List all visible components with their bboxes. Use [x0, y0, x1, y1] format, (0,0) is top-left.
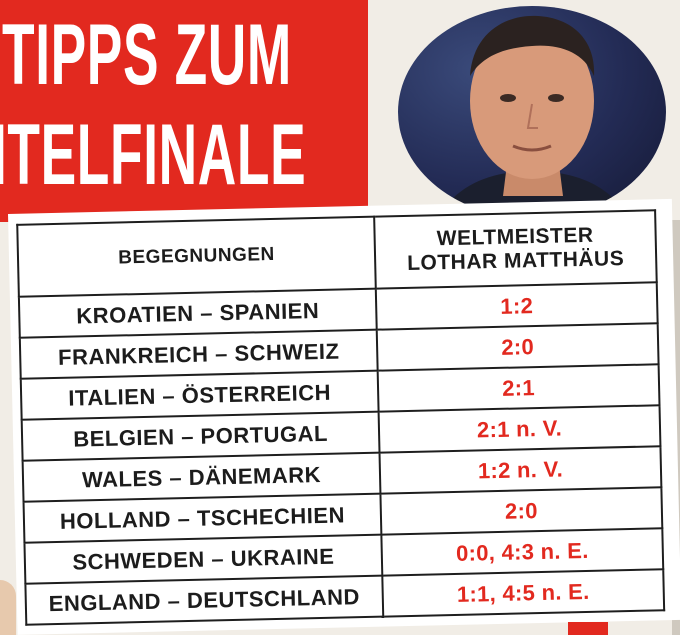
- tip-cell: 1:2: [375, 282, 658, 330]
- portrait-photo: [398, 6, 666, 218]
- tips-table-card: BEGEGNUNGEN WELTMEISTER LOTHAR MATTHÄUS …: [8, 198, 680, 635]
- tip-cell: 2:1: [377, 364, 660, 412]
- headline-banner: TIPPS ZUM ITELFINALE: [0, 0, 368, 222]
- person-portrait-image: [438, 15, 628, 218]
- tipster-name: LOTHAR MATTHÄUS: [406, 247, 625, 275]
- tip-cell: 1:1, 4:5 n. E.: [382, 569, 665, 617]
- red-page-corner: [568, 622, 608, 635]
- headline-line-2: ITELFINALE: [0, 107, 307, 203]
- hand-edge: [0, 580, 16, 635]
- tip-cell: 2:0: [380, 487, 663, 535]
- column-header-tipster: WELTMEISTER LOTHAR MATTHÄUS: [374, 210, 657, 289]
- tip-cell: 2:1 n. V.: [378, 405, 661, 453]
- headline-line-1: TIPPS ZUM: [2, 7, 292, 103]
- tip-cell: 0:0, 4:3 n. E.: [381, 528, 664, 576]
- tips-table: BEGEGNUNGEN WELTMEISTER LOTHAR MATTHÄUS …: [16, 209, 665, 625]
- tip-cell: 1:2 n. V.: [379, 446, 662, 494]
- match-cell: ENGLAND – DEUTSCHLAND: [25, 575, 384, 625]
- tip-cell: 2:0: [376, 323, 659, 371]
- column-header-matches: BEGEGNUNGEN: [17, 216, 376, 297]
